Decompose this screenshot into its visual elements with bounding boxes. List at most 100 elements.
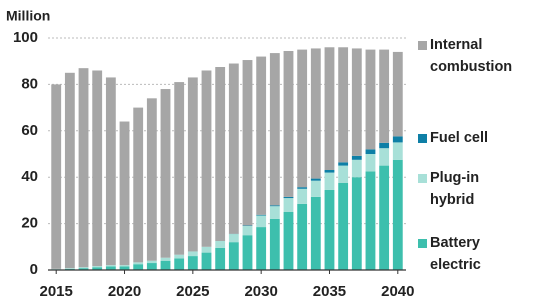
bar-segment: [174, 258, 185, 270]
legend-swatch: [418, 174, 427, 183]
bar-segment: [215, 67, 226, 241]
x-tick-label: 2020: [108, 283, 141, 300]
bar-segment: [392, 136, 403, 143]
bar-segment: [256, 215, 267, 228]
bar-segment: [365, 149, 376, 154]
bar-segment: [365, 154, 376, 172]
bar-segment: [256, 56, 267, 215]
bar-segment: [269, 53, 280, 206]
bar-segment: [105, 266, 116, 270]
bar-segment: [351, 159, 362, 178]
bar-segment: [215, 247, 226, 270]
bar-segment: [365, 49, 376, 150]
bar-segment: [146, 98, 157, 261]
bar-segment: [160, 260, 171, 270]
legend-label: Battery electric: [430, 235, 481, 273]
bar-segment: [92, 70, 103, 267]
bar-segment: [269, 218, 280, 270]
bar-segment: [242, 225, 253, 236]
bar-segment: [324, 170, 335, 173]
bar-segment: [119, 121, 130, 266]
bar-segment: [379, 148, 390, 166]
bar-segment: [351, 155, 362, 160]
bar-segment: [228, 234, 239, 243]
bar-segment: [297, 203, 308, 270]
y-tick-label: 80: [21, 75, 38, 92]
bar-segment: [310, 180, 321, 197]
bar-segment: [392, 51, 403, 137]
bar-segment: [392, 159, 403, 270]
bar-segment: [146, 260, 157, 264]
bar-segment: [228, 63, 239, 234]
y-axis-label: Million: [6, 8, 50, 24]
bar-segment: [351, 48, 362, 156]
bar-segment: [310, 48, 321, 179]
x-tick-label: 2015: [40, 283, 73, 300]
bar-segment: [338, 165, 349, 183]
bar-segment: [310, 178, 321, 181]
bar-segment: [51, 84, 62, 269]
y-tick-label: 100: [13, 29, 38, 46]
bar-segment: [242, 60, 253, 226]
bar-segment: [92, 266, 103, 268]
bar-segment: [105, 77, 116, 266]
bar-segment: [283, 196, 294, 199]
bar-segment: [283, 198, 294, 212]
bar-segment: [297, 49, 308, 188]
x-tick-label: 2025: [176, 283, 209, 300]
bar-segment: [338, 183, 349, 270]
x-tick-label: 2030: [244, 283, 277, 300]
legend-label: Plug-in hybrid: [430, 170, 480, 208]
bar-segment: [78, 268, 89, 270]
bar-segment: [119, 265, 130, 267]
bar-segment: [201, 70, 212, 247]
bar-segment: [160, 257, 171, 261]
bar-segment: [105, 265, 116, 267]
bar-segment: [379, 49, 390, 143]
bar-segment: [133, 262, 144, 265]
bar-segment: [133, 107, 144, 263]
bar-segment: [174, 254, 185, 259]
bar-segment: [256, 214, 267, 216]
bar-segment: [310, 196, 321, 270]
legend-swatch: [418, 134, 427, 143]
bar-segment: [351, 177, 362, 270]
bar-segment: [64, 72, 75, 269]
bar-segment: [269, 206, 280, 219]
bar-segment: [174, 82, 185, 255]
bar-segment: [283, 50, 294, 197]
bar-segment: [283, 212, 294, 270]
bar-segment: [297, 188, 308, 204]
bar-segment: [338, 47, 349, 163]
y-tick-label: 40: [21, 168, 38, 185]
legend-swatch: [418, 239, 427, 248]
bar-segment: [269, 205, 280, 207]
y-tick-label: 0: [30, 261, 38, 278]
bar-segment: [119, 266, 130, 270]
bar-segment: [379, 142, 390, 149]
x-tick-label: 2035: [313, 283, 346, 300]
bar-segment: [187, 256, 198, 270]
bar-segment: [187, 251, 198, 257]
bar-segment: [187, 77, 198, 252]
legend-swatch: [418, 41, 427, 50]
bar-segment: [92, 267, 103, 270]
bar-segment: [242, 235, 253, 270]
bar-segment: [78, 267, 89, 269]
bar-segment: [78, 68, 89, 268]
bar-segment: [133, 264, 144, 270]
bar-segment: [160, 89, 171, 258]
bar-segment: [215, 241, 226, 248]
bar-segment: [324, 47, 335, 171]
y-tick-label: 20: [21, 215, 38, 232]
bar-segment: [365, 171, 376, 270]
bar-segment: [379, 165, 390, 270]
bar-segment: [297, 187, 308, 189]
bar-segment: [324, 189, 335, 270]
bar-segment: [201, 246, 212, 253]
bar-segment: [324, 172, 335, 190]
y-tick-label: 60: [21, 122, 38, 139]
bar-segment: [338, 162, 349, 166]
